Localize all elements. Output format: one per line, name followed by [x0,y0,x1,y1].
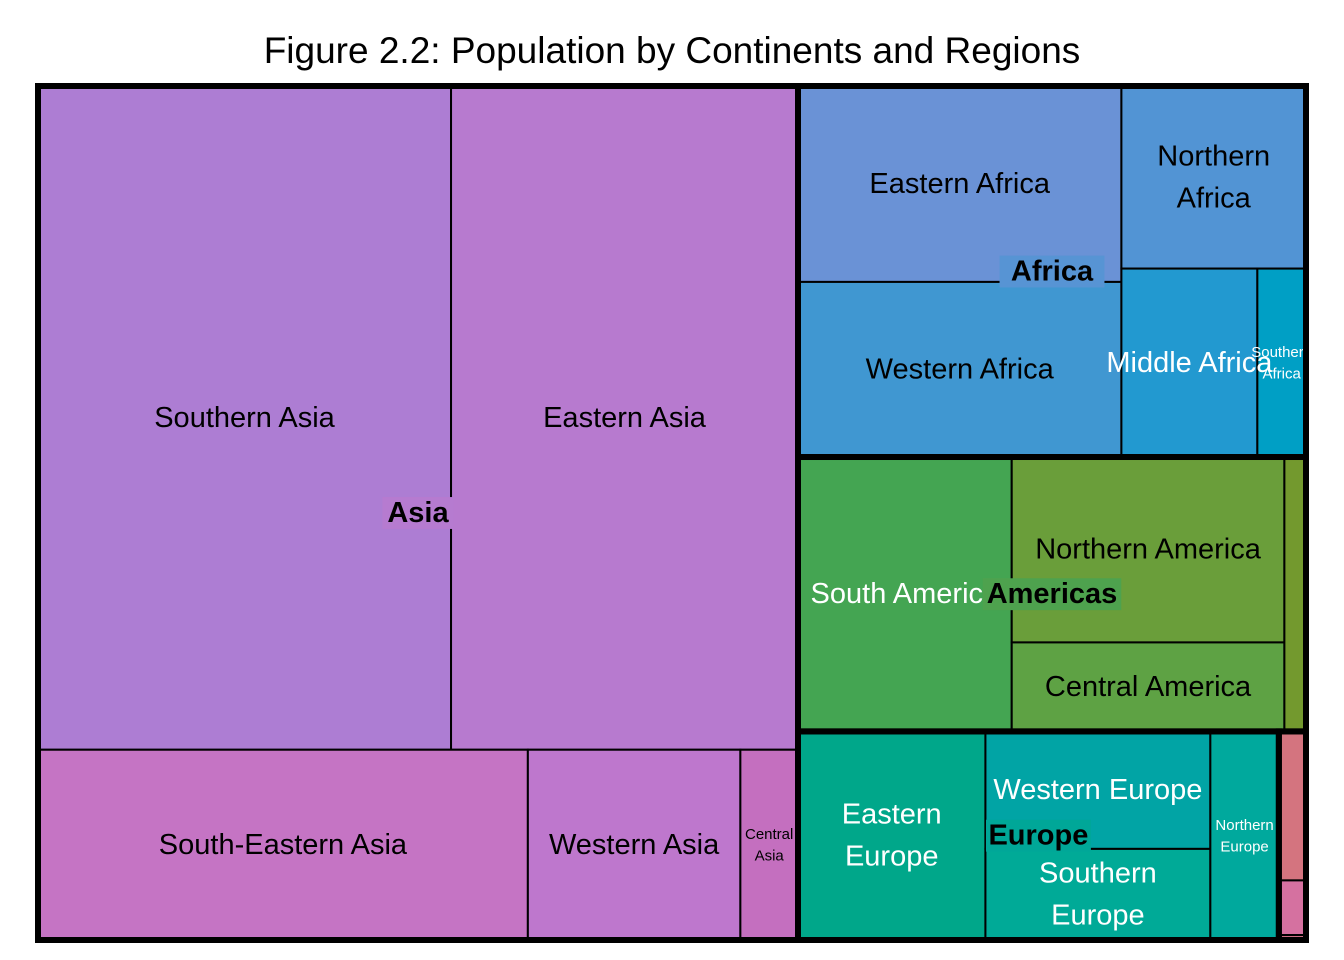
label-eastern-europe: Eastern Europe [842,799,942,873]
tile-western-asia [526,748,742,942]
label-southern-asia: Southern Asia [154,402,335,434]
label-southern-europe: Southern Europe [1039,857,1157,931]
treemap-frame [35,83,1309,943]
tile-middle-africa [1120,267,1259,459]
tile-northern-america [1010,456,1286,644]
label-central-america: Central America [1045,671,1252,703]
tile-south-eastern-asia [37,748,529,942]
group-label-bg-asia [382,497,454,529]
tile-central-asia [739,748,800,942]
tile-northern-europe [1209,730,1280,941]
group-label-asia: Asia [387,497,449,529]
tile-southern-asia [37,85,453,751]
tile-extra [1277,730,1308,882]
group-label-africa: Africa [1011,256,1094,288]
group-label-americas: Americas [987,578,1118,610]
tile-americas-extra [1283,456,1307,733]
label-south-america: South America [811,578,1000,610]
label-northern-africa: Northern Africa [1157,140,1270,214]
group-label-bg-africa [999,255,1105,288]
label-central-asia: Central Asia [745,825,793,864]
tile-northern-africa [1120,85,1308,270]
label-western-asia: Western Asia [549,829,720,861]
chart-title: Figure 2.2: Population by Continents and… [263,30,1081,71]
label-south-eastern-asia: South-Eastern Asia [159,829,408,861]
group-label-bg-europe [985,819,1091,852]
label-western-europe: Western Europe [993,774,1202,806]
label-western-africa: Western Africa [866,353,1055,385]
label-northern-europe: Northern Europe [1215,816,1273,855]
tile-southern-africa [1256,267,1308,459]
label-middle-africa: Middle Africa [1106,347,1273,379]
label-northern-america: Northern America [1035,534,1262,566]
tile-southern-europe [984,847,1212,941]
label-eastern-asia: Eastern Asia [543,402,707,434]
group-label-bg-americas [982,578,1122,611]
tile-extra [1277,879,1308,937]
label-southern-africa: Southern Africa [1251,343,1312,382]
group-label-europe: Europe [988,820,1088,852]
label-eastern-africa: Eastern Africa [869,168,1050,200]
tile-eastern-europe [797,730,987,941]
